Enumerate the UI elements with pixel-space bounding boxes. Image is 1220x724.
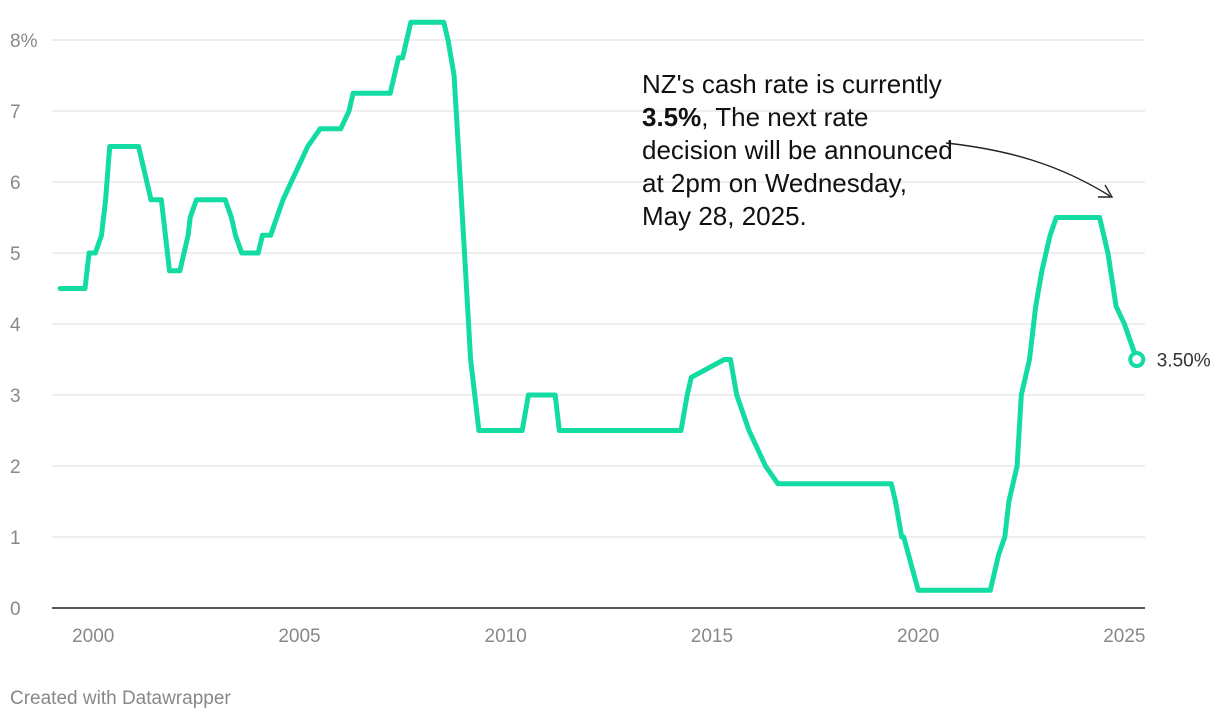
- end-point-marker: [1128, 351, 1146, 368]
- y-tick-label: 3: [10, 386, 21, 407]
- y-tick-label: 1: [10, 528, 21, 549]
- cash-rate-annotation: NZ's cash rate is currently 3.5%, The ne…: [642, 68, 962, 233]
- annotation-text-after: , The next rate decision will be announc…: [642, 102, 953, 231]
- cash-rate-line: [57, 19, 1140, 593]
- x-tick-label: 2020: [897, 626, 939, 647]
- annotation-bold-value: 3.5%: [642, 102, 702, 132]
- annotation-arrowhead: [1098, 184, 1114, 198]
- y-tick-label: 4: [10, 315, 21, 336]
- grid-lines: [52, 39, 1145, 538]
- y-tick-label: 2: [10, 457, 21, 478]
- y-tick-label: 7: [10, 102, 21, 123]
- y-tick-label: 5: [10, 244, 21, 265]
- y-axis-ticks: 0 1 2 3 4 5 6 7 8%: [10, 31, 38, 620]
- x-tick-label: 2025: [1103, 626, 1145, 647]
- y-tick-label: 6: [10, 173, 21, 194]
- x-axis-ticks: 2000 2005 2010 2015 2020 2025: [72, 626, 1145, 647]
- x-tick-label: 2015: [691, 626, 733, 647]
- x-tick-label: 2000: [72, 626, 114, 647]
- x-tick-label: 2010: [485, 626, 527, 647]
- annotation-text-before: NZ's cash rate is currently: [642, 69, 942, 99]
- datawrapper-credit: Created with Datawrapper: [10, 688, 231, 709]
- x-tick-label: 2005: [278, 626, 320, 647]
- annotation-arrow: [945, 142, 1111, 197]
- y-tick-label: 8%: [10, 31, 38, 52]
- end-point-label: 3.50%: [1157, 351, 1211, 372]
- y-tick-label: 0: [10, 599, 21, 620]
